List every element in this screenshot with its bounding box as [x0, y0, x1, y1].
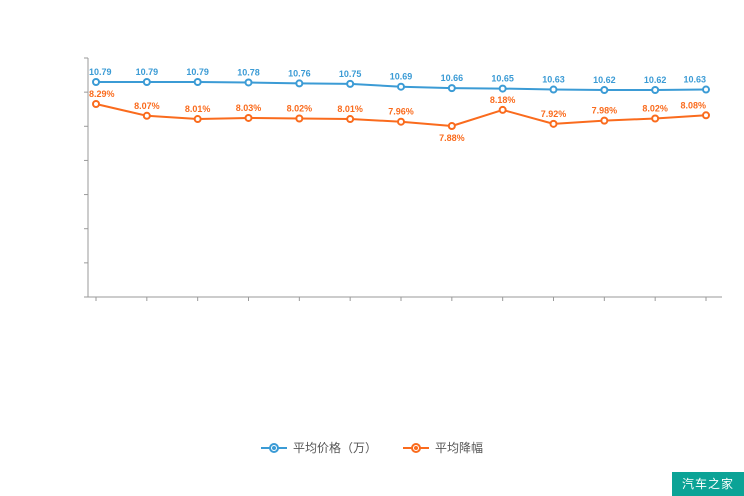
chart-legend: 平均价格（万） 平均降幅 [0, 442, 744, 454]
svg-text:10.79: 10.79 [186, 67, 209, 77]
legend-item-1[interactable]: 平均降幅 [403, 442, 483, 454]
svg-text:8.02%: 8.02% [642, 103, 668, 113]
svg-text:10.62: 10.62 [644, 75, 667, 85]
svg-text:10.75: 10.75 [339, 69, 362, 79]
svg-text:10.63: 10.63 [542, 75, 565, 85]
svg-text:10.65: 10.65 [491, 74, 514, 84]
legend-item-0[interactable]: 平均价格（万） [260, 441, 377, 455]
svg-text:10.62: 10.62 [593, 75, 616, 85]
legend-marker-icon [403, 442, 429, 454]
svg-text:10.76: 10.76 [288, 68, 311, 78]
legend-label: 平均降幅 [435, 441, 484, 455]
svg-text:8.29%: 8.29% [89, 89, 115, 99]
svg-text:10.78: 10.78 [237, 67, 260, 77]
svg-text:8.01%: 8.01% [337, 104, 363, 114]
svg-text:8.02%: 8.02% [287, 103, 313, 113]
svg-text:10.69: 10.69 [390, 72, 413, 82]
svg-text:10.66: 10.66 [441, 73, 464, 83]
legend-label: 平均价格（万） [292, 441, 377, 455]
svg-text:10.79: 10.79 [89, 67, 112, 77]
legend-marker-icon [260, 442, 287, 454]
svg-text:7.96%: 7.96% [388, 107, 414, 117]
svg-text:8.18%: 8.18% [490, 95, 516, 105]
svg-text:10.63: 10.63 [683, 75, 706, 85]
watermark-badge: 汽车之家 [671, 472, 744, 496]
svg-text:7.92%: 7.92% [541, 109, 567, 119]
trend-chart: 10.79 10.79 10.79 10.78 10.76 10.75 10.69 10.66… [84, 57, 722, 301]
svg-text:8.07%: 8.07% [134, 101, 160, 111]
svg-text:7.88%: 7.88% [439, 133, 465, 143]
svg-text:8.01%: 8.01% [185, 104, 211, 114]
svg-text:7.98%: 7.98% [592, 106, 618, 116]
svg-text:8.08%: 8.08% [680, 100, 706, 110]
svg-text:10.79: 10.79 [136, 67, 159, 77]
svg-text:8.03%: 8.03% [236, 103, 262, 113]
